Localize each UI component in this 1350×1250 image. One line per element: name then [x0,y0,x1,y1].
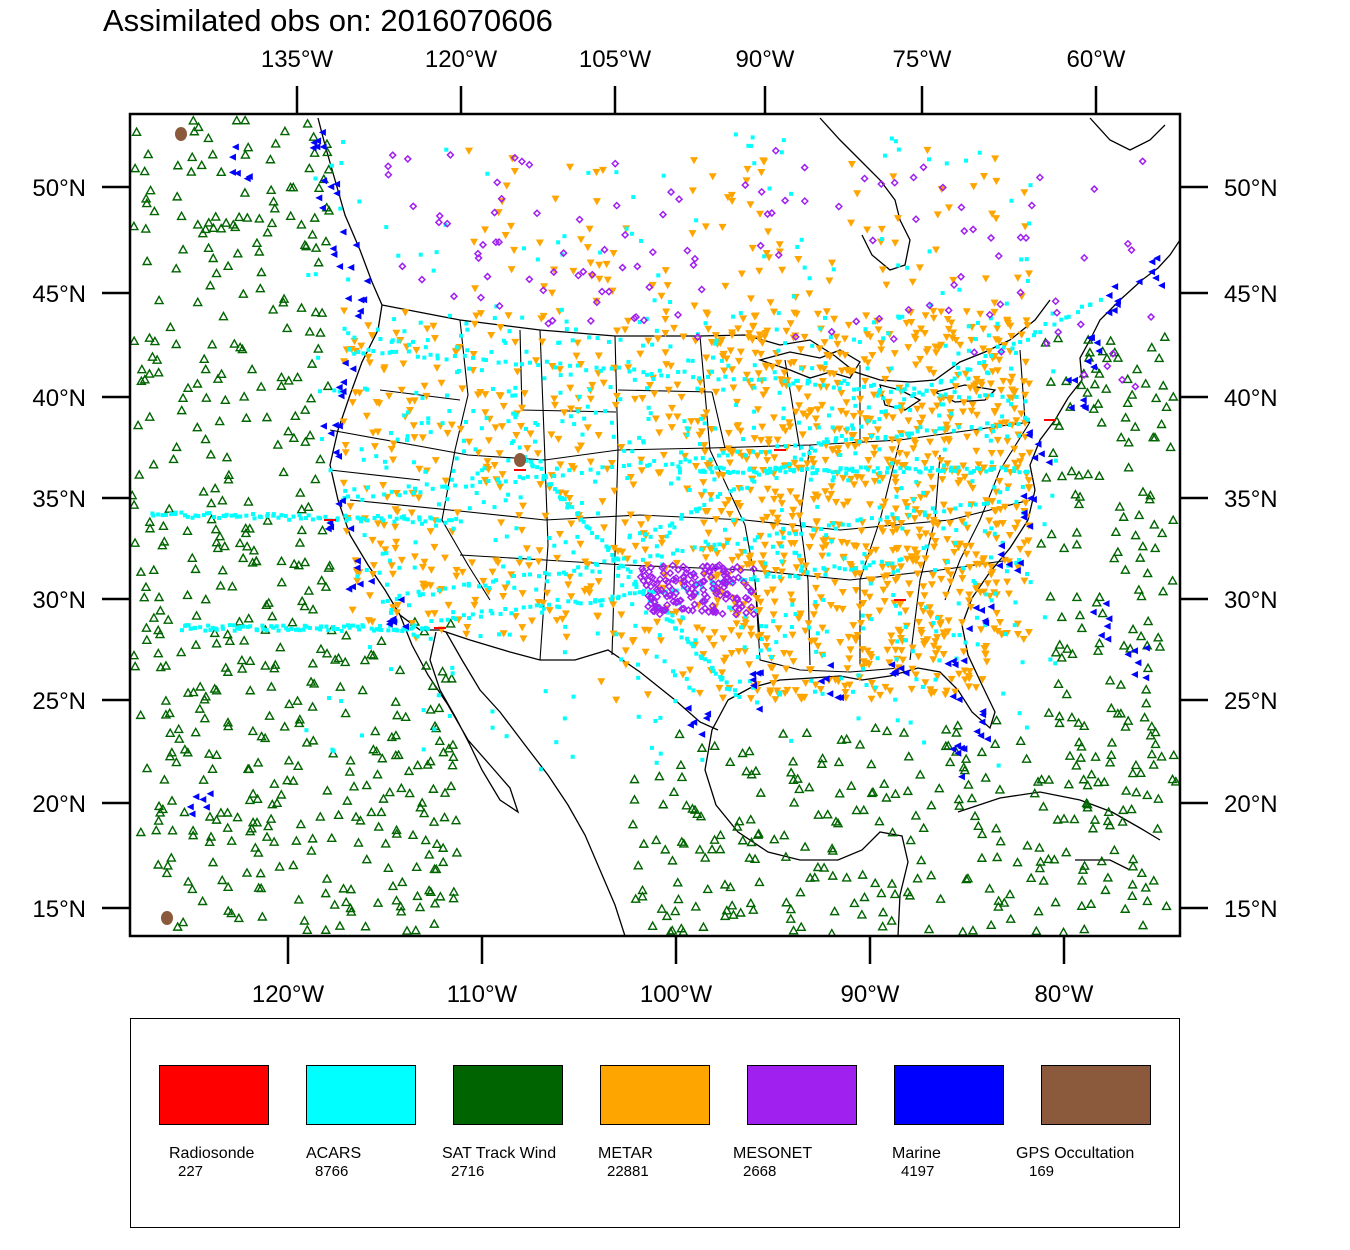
left-lat-label: 15°N [32,896,86,923]
legend-label: Radiosonde [169,1145,255,1162]
legend-count: 22881 [607,1163,649,1180]
left-lat-label: 30°N [32,587,86,614]
legend-label: ACARS [306,1145,362,1162]
legend-swatch [600,1065,710,1125]
bottom-lon-label: 90°W [841,981,900,1008]
right-lat-label: 25°N [1224,688,1278,715]
coastline [704,699,909,936]
legend-count: 4197 [901,1163,935,1180]
state-boundary [379,389,461,401]
right-lat-label: 30°N [1224,587,1278,614]
bottom-lon-label: 80°W [1035,981,1094,1008]
legend-count: 2716 [451,1163,485,1180]
legend-swatch [894,1065,1004,1125]
coastline [819,117,911,271]
coastline [317,117,440,631]
right-lat-label: 50°N [1224,175,1278,202]
state-boundary [944,421,1031,601]
coastline [1089,117,1166,151]
state-boundary [1019,349,1026,421]
top-lon-label: 60°W [1067,46,1126,73]
legend-count: 8766 [315,1163,349,1180]
left-lat-label: 35°N [32,486,86,513]
state-boundary [441,319,491,601]
country-border [439,629,719,731]
left-lat-label: 50°N [32,175,86,202]
map-frame [128,112,1182,938]
right-lat-label: 40°N [1224,385,1278,412]
top-lon-label: 135°W [261,46,334,73]
top-lon-label: 90°W [736,46,795,73]
left-lat-label: 45°N [32,281,86,308]
state-boundary [329,469,421,481]
legend-label: SAT Track Wind [442,1145,557,1162]
state-boundary [617,389,713,393]
right-lat-label: 45°N [1224,281,1278,308]
left-lat-label: 40°N [32,385,86,412]
right-lat-label: 15°N [1224,896,1278,923]
legend-label: Marine [892,1145,941,1162]
top-lon-label: 120°W [425,46,498,73]
state-boundary [784,359,801,451]
bottom-lon-label: 120°W [252,981,325,1008]
left-lat-label: 20°N [32,791,86,818]
legend-count: 2668 [743,1163,777,1180]
map-labels: 135°W 120°W 105°W 90°W 75°W 60°W 120°W 110°W 100… [32,46,1277,1008]
coastline [1029,239,1180,491]
legend-swatch [453,1065,563,1125]
state-boundary [329,421,1031,461]
legend-swatch [1041,1065,1151,1125]
legend: Radiosonde 227 ACARS 8766 SAT Track Wind 2716… [130,1018,1180,1228]
coastline [399,614,520,814]
state-boundary [711,391,726,449]
coastline [1075,859,1131,871]
observation-markers [130,115,1180,936]
basemap-lines [317,117,1180,936]
state-boundary [909,454,941,661]
right-lat-label: 20°N [1224,791,1278,818]
coastline [445,631,626,936]
top-lon-label: 105°W [579,46,652,73]
legend-count: 169 [1029,1163,1055,1180]
right-lat-label: 35°N [1224,486,1278,513]
top-lon-label: 75°W [893,46,952,73]
left-lat-label: 25°N [32,688,86,715]
legend-label: METAR [598,1145,653,1162]
legend-label: GPS Occultation [1016,1145,1135,1162]
map-ticks [102,86,1208,964]
legend-swatch [159,1065,269,1125]
bottom-lon-label: 110°W [447,981,518,1008]
legend-count: 227 [178,1163,204,1180]
state-boundary [459,554,1011,581]
coastline [957,791,1161,841]
bottom-lon-label: 100°W [640,981,713,1008]
legend-swatch [747,1065,857,1125]
map-title: Assimilated obs on: 2016070606 [103,3,553,38]
legend-label: MESONET [733,1145,813,1162]
observation-map: 135°W 120°W 105°W 90°W 75°W 60°W 120°W 110°W 100… [32,46,1277,1008]
legend-swatch [306,1065,416,1125]
